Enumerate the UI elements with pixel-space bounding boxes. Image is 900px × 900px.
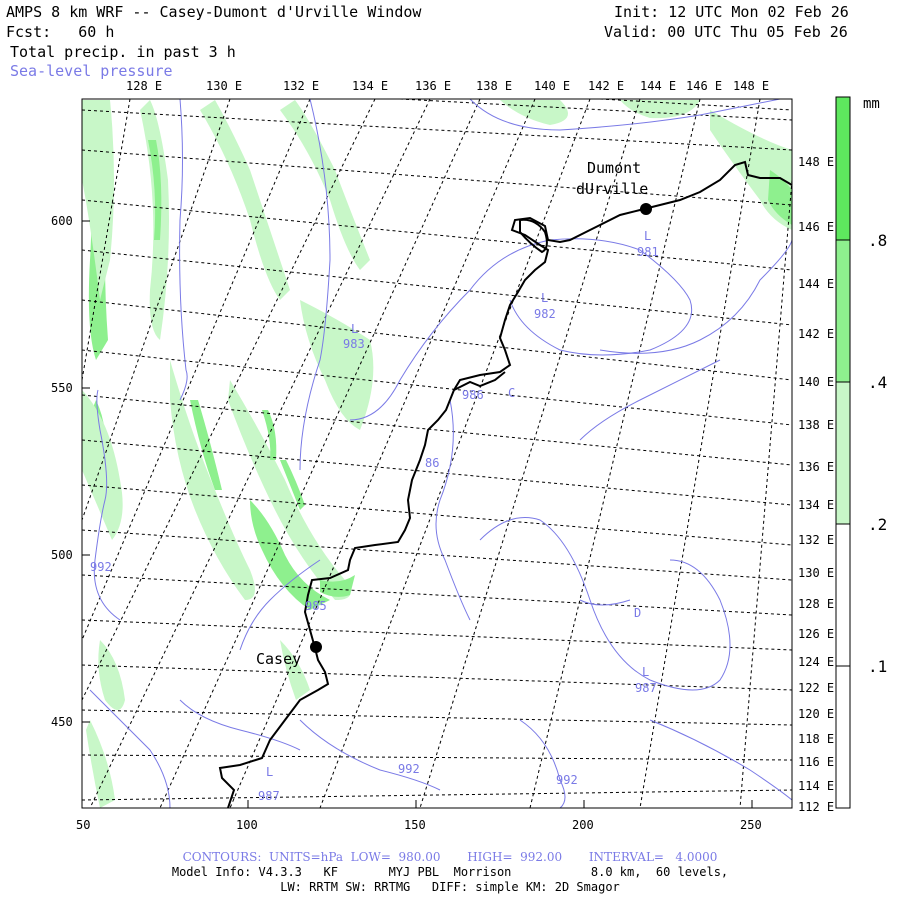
y-tick-label: 500 (51, 548, 73, 562)
right-axis-labels: 148 E 146 E 144 E 142 E 140 E 138 E 136 … (798, 155, 834, 814)
lon-label: 136 E (415, 79, 451, 93)
x-tick-label: 250 (740, 818, 762, 832)
colorbar-level: .2 (868, 515, 887, 534)
colorbar-unit: mm (863, 96, 880, 112)
lat-label: 146 E (798, 220, 834, 234)
y-tick-label: 600 (51, 214, 73, 228)
x-axis: 50 100 150 200 250 (76, 800, 762, 832)
lat-label: 138 E (798, 418, 834, 432)
lat-label: 132 E (798, 533, 834, 547)
overlay-name: Sea-level pressure (10, 62, 173, 80)
colorbar-bin-none (836, 666, 850, 808)
pressure-label: 992 (398, 762, 420, 776)
lat-label: 114 E (798, 779, 834, 793)
lon-label: 132 E (283, 79, 319, 93)
pressure-label: 987 (258, 789, 280, 803)
pressure-label: 985 (305, 599, 327, 613)
x-tick-label: 50 (76, 818, 90, 832)
casey-station-marker (310, 641, 322, 653)
y-axis: 600 550 500 450 (51, 214, 90, 729)
lat-label: 128 E (798, 597, 834, 611)
lat-label: 124 E (798, 655, 834, 669)
map-frame (81, 98, 793, 809)
colorbar-level: .1 (868, 657, 887, 676)
field-name: Total precip. in past 3 h (10, 43, 236, 61)
dumont-durville-label-line2: dUrville (576, 180, 648, 198)
lat-label: 118 E (798, 732, 834, 746)
colorbar-level: .4 (868, 373, 887, 392)
pressure-label: 992 (556, 773, 578, 787)
precip-shading (82, 100, 792, 808)
y-tick-label: 450 (51, 715, 73, 729)
pressure-label: D (634, 606, 641, 620)
pressure-label: L (266, 765, 273, 779)
map-title: AMPS 8 km WRF -- Casey-Dumont d'Urville … (6, 3, 422, 21)
valid-time: Valid: 00 UTC Thu 05 Feb 26 (604, 23, 848, 41)
x-tick-label: 150 (404, 818, 426, 832)
lon-label: 140 E (534, 79, 570, 93)
colorbar-bin-lowest (836, 524, 850, 666)
model-info: Model Info: V4.3.3 KF MYJ PBL Morrison 8… (171, 865, 729, 879)
pressure-label: 981 (637, 245, 659, 259)
forecast-hour: Fcst: 60 h (6, 23, 115, 41)
lat-label: 136 E (798, 460, 834, 474)
lat-label: 122 E (798, 681, 834, 695)
y-tick-label: 550 (51, 381, 73, 395)
lat-label: 140 E (798, 375, 834, 389)
lon-label: 128 E (126, 79, 162, 93)
lat-label: 120 E (798, 707, 834, 721)
colorbar-bin-heavy (836, 97, 850, 240)
lat-label: 112 E (798, 800, 834, 814)
dumont-durville-station-marker (640, 203, 652, 215)
physics-info: LW: RRTM SW: RRTMG DIFF: simple KM: 2D S… (280, 880, 620, 894)
colorbar-bin-light (836, 382, 850, 524)
lat-label: 134 E (798, 498, 834, 512)
contours-info: CONTOURS: UNITS=hPa LOW= 980.00 HIGH= 99… (182, 850, 718, 864)
colorbar-bin-mid (836, 240, 850, 382)
pressure-label: 992 (90, 560, 112, 574)
pressure-label: L (644, 229, 651, 243)
x-tick-label: 200 (572, 818, 594, 832)
pressure-labels: L 981 L 982 L 983 986 C 86 992 985 L 987… (90, 229, 659, 803)
lon-label: 134 E (352, 79, 388, 93)
pressure-label: C (508, 386, 515, 400)
lat-label: 142 E (798, 327, 834, 341)
lat-label: 144 E (798, 277, 834, 291)
pressure-label: 86 (425, 456, 439, 470)
init-time: Init: 12 UTC Mon 02 Feb 26 (614, 3, 849, 21)
pressure-label: L (351, 322, 358, 336)
dumont-durville-label-line1: Dumont (587, 159, 641, 177)
pressure-label: 987 (635, 681, 657, 695)
lat-label: 130 E (798, 566, 834, 580)
lat-label: 126 E (798, 627, 834, 641)
lon-label: 148 E (733, 79, 769, 93)
colorbar: mm .8 .4 .2 .1 (835, 96, 887, 809)
coastline (218, 160, 792, 808)
casey-label: Casey (256, 650, 301, 668)
lon-label: 130 E (206, 79, 242, 93)
lon-label: 146 E (686, 79, 722, 93)
lat-label: 116 E (798, 755, 834, 769)
x-tick-label: 100 (236, 818, 258, 832)
lon-label: 142 E (588, 79, 624, 93)
pressure-label: 983 (343, 337, 365, 351)
colorbar-level: .8 (868, 231, 887, 250)
pressure-label: 982 (534, 307, 556, 321)
lon-label: 138 E (476, 79, 512, 93)
pressure-label: L (541, 291, 548, 305)
lon-label: 144 E (640, 79, 676, 93)
pressure-contours (89, 99, 792, 808)
pressure-label: L (642, 665, 649, 679)
pressure-label: 986 (462, 388, 484, 402)
longitude-labels: 128 E 130 E 132 E 134 E 136 E 138 E 140 … (126, 79, 769, 93)
lat-label: 148 E (798, 155, 834, 169)
